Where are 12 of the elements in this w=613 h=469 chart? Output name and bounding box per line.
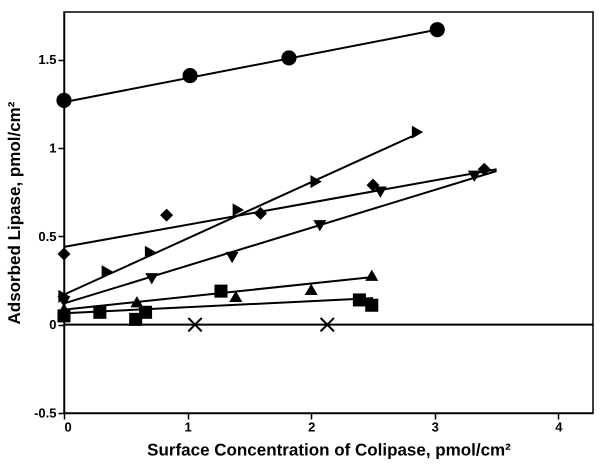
y-tick-label: 0.5 [38, 228, 56, 244]
y-tick-label: -0.5 [34, 406, 56, 420]
y-axis-title: Adsorbed Lipase, pmol/cm² [5, 101, 24, 324]
y-tick-label: 1.5 [38, 52, 56, 68]
x-tick-label: 2 [308, 420, 316, 434]
x-tick-label: 1 [184, 420, 192, 434]
x-tick-label: 0 [64, 420, 72, 434]
x-tick-label: 3 [432, 420, 439, 434]
x-axis-title: Surface Concentration of Colipase, pmol/cm² [147, 440, 512, 460]
y-tick-label: 1 [49, 140, 56, 156]
y-tick-label: 0 [49, 317, 56, 332]
x-tick-label: 4 [555, 420, 564, 434]
